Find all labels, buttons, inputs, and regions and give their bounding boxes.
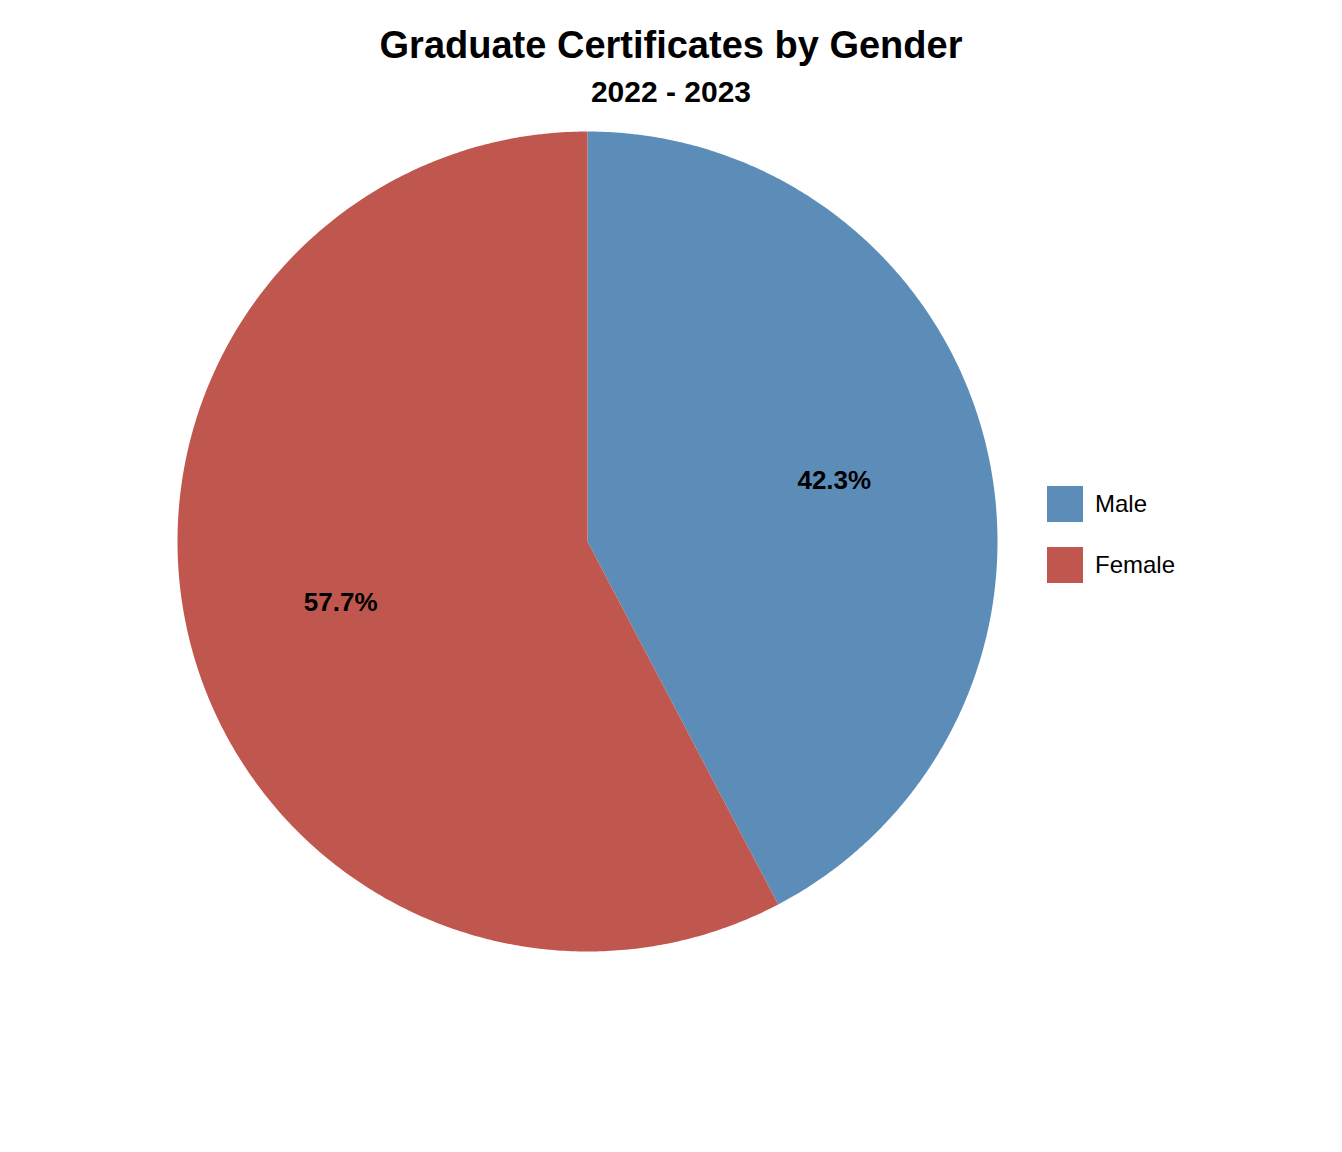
html-text:Male: Male	[1095, 490, 1147, 517]
html-text:Graduate Certificates by Gende: Graduate Certificates by Gender	[379, 24, 963, 66]
svg-text:42.3%: 42.3%	[797, 465, 871, 495]
html-text:Female: Female	[1095, 551, 1175, 578]
html-text:2022 - 2023: 2022 - 2023	[590, 75, 752, 108]
svg-text:57.7%: 57.7%	[304, 587, 378, 617]
